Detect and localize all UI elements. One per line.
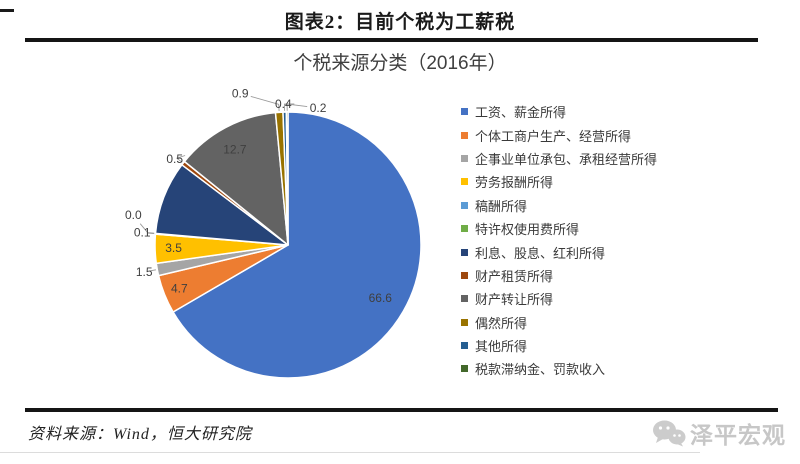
legend-marker bbox=[461, 295, 468, 303]
legend-marker bbox=[461, 271, 468, 279]
legend-label: 利息、股息、红利所得 bbox=[475, 245, 606, 261]
pie-slice bbox=[172, 111, 422, 379]
legend-marker bbox=[461, 178, 468, 186]
legend-item: 工资、薪金所得 bbox=[458, 100, 788, 123]
legend-item: 偶然所得 bbox=[458, 311, 788, 334]
legend-marker bbox=[461, 248, 468, 256]
legend-item: 特许权使用费所得 bbox=[458, 217, 788, 240]
pie-leader-line bbox=[139, 223, 155, 234]
legend-item: 财产转让所得 bbox=[458, 287, 788, 310]
legend-marker bbox=[461, 365, 468, 373]
legend-item: 利息、股息、红利所得 bbox=[458, 240, 788, 263]
legend-item: 劳务报酬所得 bbox=[458, 170, 788, 193]
pie-data-label: 0.2 bbox=[310, 101, 327, 115]
legend-label: 偶然所得 bbox=[475, 315, 528, 331]
watermark: 泽平宏观 bbox=[652, 416, 786, 450]
bottom-divider bbox=[0, 452, 700, 453]
legend-label: 其他所得 bbox=[475, 339, 528, 355]
chart-legend: 工资、薪金所得个体工商户生产、经营所得企事业单位承包、承租经营所得 劳务报酬所得稿… bbox=[458, 100, 788, 381]
pie-leader-line bbox=[149, 269, 157, 272]
pie-data-label: 3.5 bbox=[165, 241, 182, 255]
pie-data-label: 12.7 bbox=[223, 143, 247, 157]
footer-rule bbox=[25, 408, 778, 412]
pie-leader-line bbox=[175, 155, 186, 163]
legend-marker bbox=[461, 318, 468, 326]
legend-label: 财产租赁所得 bbox=[475, 268, 554, 284]
legend-label: 个体工商户生产、经营所得 bbox=[475, 128, 632, 144]
pie-data-label: 4.7 bbox=[171, 281, 188, 295]
pie-data-label: 0.9 bbox=[232, 86, 249, 100]
pie-data-label: 66.6 bbox=[369, 291, 393, 305]
pie-leader-line bbox=[250, 95, 280, 112]
legend-marker bbox=[461, 131, 468, 139]
legend-item: 个体工商户生产、经营所得 bbox=[458, 123, 788, 146]
legend-item: 稿酬所得 bbox=[458, 194, 788, 217]
legend-marker bbox=[461, 225, 468, 233]
source-text: 资料来源：Wind，恒大研究院 bbox=[28, 426, 252, 443]
watermark-text: 泽平宏观 bbox=[690, 422, 786, 448]
pie-data-label: 0.5 bbox=[166, 152, 183, 166]
pie-data-label: 0.0 bbox=[125, 208, 142, 222]
pie-slice bbox=[285, 111, 289, 246]
pie-chart: 66.6 4.7 1.5 3.5 0.1 0.0 0.5 12.7 0.9 0.4 0.2 bbox=[125, 86, 422, 379]
pie-slice bbox=[183, 111, 289, 246]
pie-data-label: 0.1 bbox=[134, 226, 151, 240]
legend-item: 财产租赁所得 bbox=[458, 264, 788, 287]
pie-leader-line bbox=[286, 103, 308, 111]
legend-item: 企事业单位承包、承租经营所得 bbox=[458, 147, 788, 170]
legend-marker bbox=[461, 342, 468, 350]
legend-marker bbox=[461, 108, 468, 116]
legend-label: 劳务报酬所得 bbox=[475, 175, 554, 191]
legend-label: 稿酬所得 bbox=[475, 198, 528, 214]
chart-title: 个税来源分类（2016年） bbox=[293, 53, 507, 74]
legend-marker bbox=[461, 154, 468, 162]
wechat-icon bbox=[653, 420, 686, 447]
pie-leader-line bbox=[284, 103, 295, 111]
legend-label: 企事业单位承包、承租经营所得 bbox=[475, 151, 658, 167]
pie-data-label: 1.5 bbox=[136, 265, 153, 279]
legend-label: 特许权使用费所得 bbox=[475, 222, 580, 238]
legend-item: 其他所得 bbox=[458, 334, 788, 357]
legend-label: 工资、薪金所得 bbox=[475, 105, 567, 121]
pie-data-label: 0.4 bbox=[275, 97, 292, 111]
legend-marker bbox=[461, 201, 468, 209]
top-left-mark bbox=[0, 9, 14, 12]
legend-label: 财产转让所得 bbox=[475, 292, 554, 308]
header-rule bbox=[25, 38, 758, 42]
figure-header-title: 图表2：目前个税为工薪税 bbox=[284, 12, 516, 33]
legend-label: 税款滞纳金、罚款收入 bbox=[475, 362, 606, 378]
legend-item: 税款滞纳金、罚款收入 bbox=[458, 357, 788, 380]
